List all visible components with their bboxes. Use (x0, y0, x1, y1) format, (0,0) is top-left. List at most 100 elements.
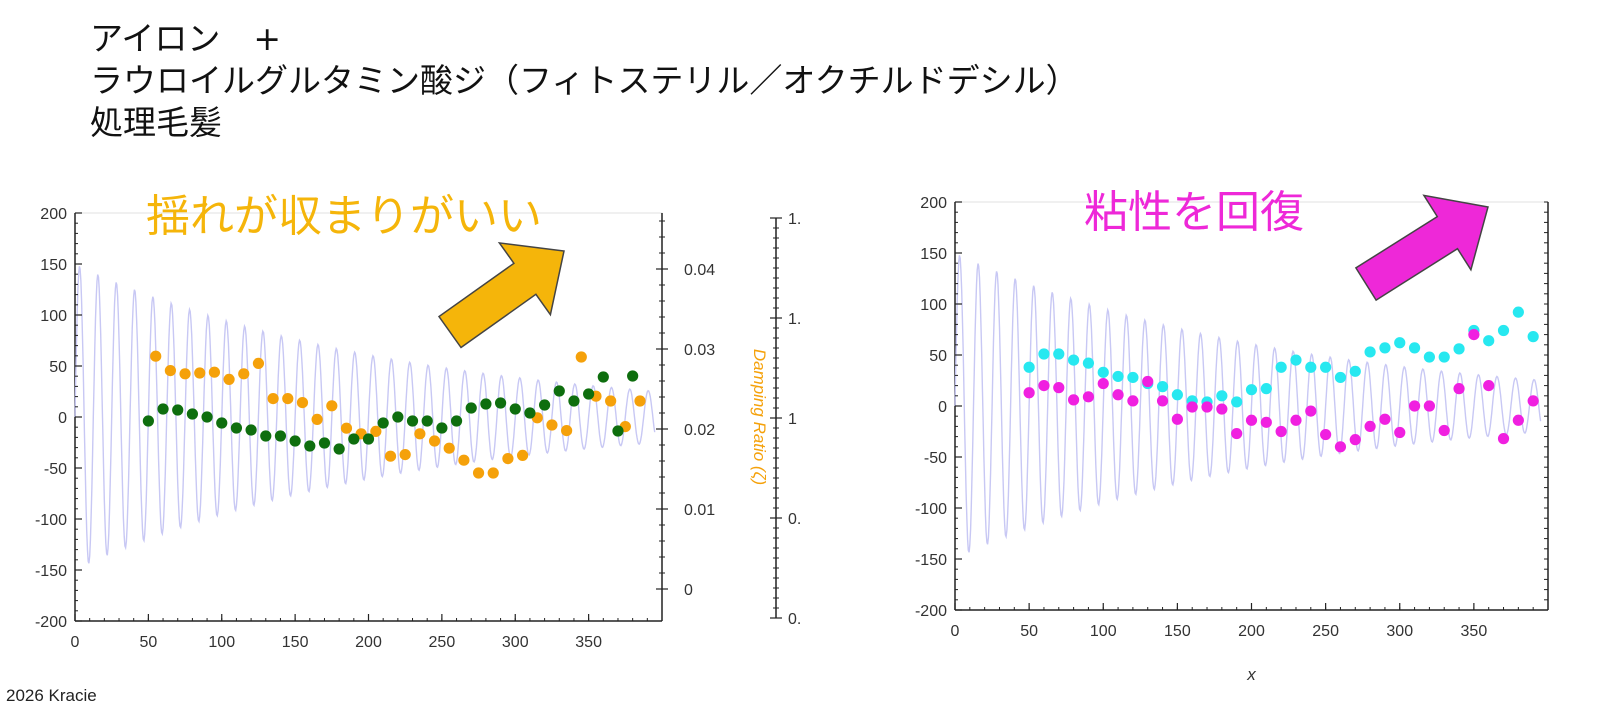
damping-point (267, 393, 279, 405)
elasticity-tick-label: 1.05 (788, 311, 800, 328)
x-tick-label: 300 (502, 634, 529, 651)
cyan-point (1023, 361, 1035, 373)
magenta-point (1082, 391, 1095, 403)
magenta-point (1349, 434, 1361, 446)
cyan-point (1053, 348, 1065, 360)
damping-point (370, 425, 382, 437)
cyan-point (1512, 306, 1524, 318)
y-tick-label: 50 (49, 359, 67, 376)
cyan-point (1320, 361, 1332, 373)
y-tick-label: 50 (929, 348, 947, 365)
elasticity-tick-label: 1 (788, 411, 797, 428)
elasticity-point (597, 371, 609, 383)
magenta-point (1171, 413, 1183, 425)
cyan-point (1082, 357, 1095, 369)
magenta-point (1156, 395, 1169, 407)
elasticity-point (333, 443, 345, 455)
damping-tick-label: 0.02 (684, 422, 715, 439)
cyan-point (1245, 384, 1258, 396)
magenta-point (1497, 433, 1510, 445)
damping-point (546, 419, 558, 431)
elasticity-point (289, 435, 301, 447)
magenta-point (1290, 414, 1302, 426)
y-tick-label: 100 (920, 297, 947, 314)
magenta-point (1320, 428, 1332, 441)
slide-title: アイロン + ラウロイルグルタミン酸ジ（フィトステリル／オクチルドデシル） 処理… (90, 18, 1079, 144)
cyan-point (1068, 354, 1080, 366)
title-line-2: ラウロイルグルタミン酸ジ（フィトステリル／オクチルドデシル） (90, 61, 1079, 100)
y-tick-label: -150 (35, 563, 67, 580)
magenta-point (1468, 329, 1480, 341)
elasticity-point (230, 422, 243, 434)
cyan-point (1394, 337, 1406, 349)
elasticity-point (465, 402, 477, 414)
elasticity-point (274, 430, 287, 442)
damping-point (443, 442, 455, 454)
elasticity-point (216, 417, 228, 429)
y-tick-label: -100 (915, 501, 947, 518)
damping-point (487, 467, 499, 479)
magenta-arrow (1354, 194, 1489, 302)
elasticity-point (524, 407, 536, 419)
elasticity-point (245, 424, 257, 436)
magenta-point (1527, 395, 1539, 407)
y-tick-label: -200 (35, 614, 67, 631)
cyan-point (1453, 343, 1465, 355)
elasticity-tick-label: 1.1 (788, 211, 800, 228)
x-tick-label: 350 (1461, 623, 1488, 640)
elasticity-point (494, 397, 507, 409)
x-tick-label: 250 (1312, 623, 1339, 640)
elasticity-point (172, 404, 184, 416)
elasticity-point (553, 385, 565, 397)
damping-point (399, 449, 411, 461)
damping-tick-label: 0.01 (684, 502, 715, 519)
elasticity-point (260, 430, 272, 442)
x-tick-label: 50 (139, 634, 157, 651)
cyan-point (1423, 351, 1435, 363)
cyan-point (1097, 366, 1109, 378)
damping-point (340, 422, 353, 434)
damping-point (223, 373, 235, 385)
elasticity-point (421, 415, 433, 427)
cyan-point (1349, 365, 1361, 377)
magenta-point (1423, 400, 1435, 412)
damping-point (575, 351, 587, 363)
elasticity-point (157, 403, 169, 415)
cyan-point (1438, 351, 1450, 363)
elasticity-point (186, 408, 198, 420)
elasticity-point (436, 422, 448, 434)
y-tick-label: 150 (920, 246, 947, 263)
magenta-point (1245, 414, 1258, 426)
annotation-text: 揺れが収まりがいい (146, 192, 542, 241)
y-tick-label: 0 (58, 410, 67, 427)
damping-point (194, 367, 206, 379)
elasticity-point (539, 399, 551, 411)
x-tick-label: 250 (429, 634, 456, 651)
cyan-point (1260, 383, 1272, 395)
cyan-point (1379, 342, 1391, 354)
elasticity-tick-label: 0.95 (788, 511, 800, 528)
cyan-point (1127, 371, 1139, 384)
y-tick-label: -100 (35, 512, 67, 529)
damping-point (326, 400, 338, 412)
elasticity-point (201, 411, 213, 423)
title-line-1: アイロン + (90, 19, 282, 58)
magenta-point (1394, 426, 1406, 439)
y-tick-label: 0 (938, 399, 947, 416)
x-tick-label: 150 (1164, 623, 1191, 640)
magenta-point (1053, 382, 1065, 394)
annotation-text: 粘性を回復 (1084, 188, 1304, 237)
magenta-point (1097, 377, 1109, 390)
y-tick-label: 200 (40, 206, 67, 223)
elasticity-point (450, 415, 463, 427)
elasticity-point (362, 433, 375, 445)
cyan-point (1305, 361, 1317, 373)
elasticity-point (509, 403, 521, 415)
damping-axis-title: Damping Ratio (ζ) (750, 349, 769, 485)
damping-point (311, 413, 323, 425)
x-tick-label: 200 (1238, 623, 1265, 640)
background-wave (954, 255, 1542, 553)
damping-point (252, 357, 265, 369)
magenta-point (1068, 394, 1080, 406)
footer-copyright: 2026 Kracie (6, 686, 97, 705)
